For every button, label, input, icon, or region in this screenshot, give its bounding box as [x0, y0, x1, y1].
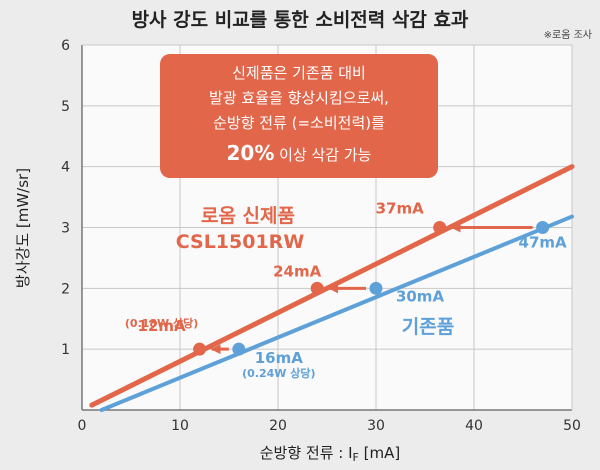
callout-line-2: 발광 효율을 향상시킴으로써, [209, 89, 389, 107]
point-label: 12mA [138, 317, 187, 335]
y-tick-label: 5 [61, 99, 70, 115]
point-label: 47mA [519, 234, 568, 252]
x-tick-label: 50 [563, 418, 581, 434]
points-layer: 12mA(0.18W 상당) 24mA 37mA 16mA(0.24W 상당) 30mA… [125, 200, 567, 381]
callout-line-1: 신제품은 기존품 대비 [232, 64, 366, 82]
x-tick-label: 40 [465, 418, 483, 434]
x-axis-label: 순방향 전류 : IF [mA] [260, 444, 400, 464]
callout-line-3: 순방향 전류 (=소비전력)를 [213, 114, 385, 132]
callout-line-4: 20% 이상 삭감 가능 [227, 141, 372, 165]
data-point [310, 281, 324, 295]
data-point [232, 342, 246, 356]
callout-tail: 이상 삭감 가능 [274, 146, 371, 164]
y-tick-label: 6 [61, 38, 70, 54]
x-tick-label: 20 [269, 418, 287, 434]
data-point [536, 221, 550, 234]
ticks-layer: 0 10 20 30 40 50 1 2 3 4 5 6 [61, 38, 581, 434]
point-sublabel: (0.18W 상당) [125, 316, 198, 330]
data-point [193, 342, 207, 356]
point-label: 37mA [376, 200, 425, 218]
x-tick-label: 30 [367, 418, 385, 434]
y-tick-label: 3 [61, 221, 70, 237]
arrows-layer [210, 222, 533, 355]
callout-emphasis: 20% [227, 141, 275, 165]
series-label-old: 기존품 [402, 316, 454, 338]
point-label: 30mA [396, 287, 445, 305]
callout-box [160, 54, 438, 178]
data-point [369, 281, 383, 295]
series-label-new-model: CSL1501RW [176, 231, 305, 253]
point-label: 24mA [273, 262, 322, 280]
point-sublabel: (0.24W 상당) [242, 366, 315, 380]
point-label: 16mA [255, 349, 304, 367]
chart-title: 방사 강도 비교를 통한 소비전력 삭감 효과 [132, 9, 469, 31]
y-tick-label: 2 [61, 281, 70, 297]
y-tick-label: 4 [61, 160, 70, 176]
series-line-old [99, 214, 574, 412]
data-point [433, 221, 447, 234]
x-tick-label: 10 [171, 418, 189, 434]
y-tick-label: 1 [61, 342, 70, 358]
y-axis-label: 방사강도 [mW/sr] [14, 168, 32, 288]
series-label-new: 로옴 신제품 [201, 205, 295, 227]
x-tick-label: 0 [78, 418, 87, 434]
source-note: ※로옴 조사 [544, 29, 592, 41]
